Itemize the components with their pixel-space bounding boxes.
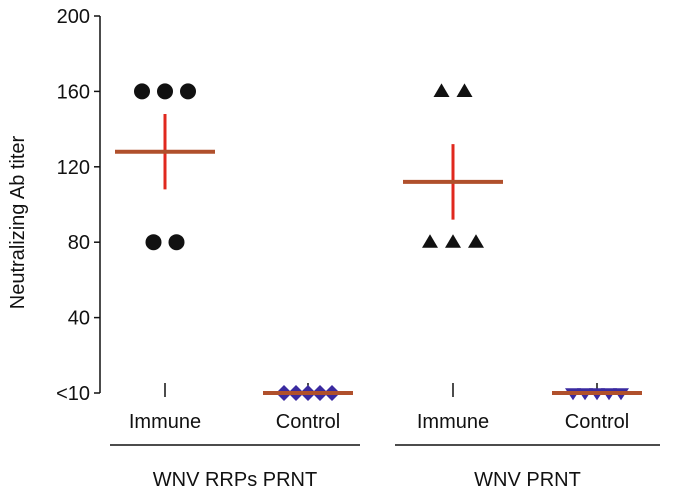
data-point (180, 83, 196, 100)
group-label: WNV PRNT (474, 469, 581, 491)
x-category-label: Control (565, 411, 629, 433)
x-category-label: Immune (417, 411, 489, 433)
data-point (168, 234, 185, 251)
y-tick-label: 80 (68, 232, 90, 254)
x-category-label: Control (276, 411, 340, 433)
y-tick-label: <10 (56, 383, 90, 405)
y-tick-label: 40 (68, 308, 90, 330)
data-point (157, 83, 173, 100)
y-tick-label: 160 (57, 81, 90, 103)
group-label: WNV RRPs PRNT (153, 469, 317, 491)
data-marks (115, 83, 642, 401)
data-point (445, 234, 461, 248)
y-tick-label: 120 (57, 157, 90, 179)
data-point (468, 234, 484, 248)
y-tick-label: 200 (57, 6, 90, 28)
data-point (422, 234, 438, 248)
data-point (456, 83, 473, 97)
data-point (134, 83, 150, 100)
labels: <10 40 80 120 160 200 Neutralizing Ab titer Imm… (7, 6, 629, 491)
data-point (433, 83, 450, 97)
data-point (145, 234, 162, 251)
axes (94, 15, 660, 446)
x-category-label: Immune (129, 411, 201, 433)
y-axis-title: Neutralizing Ab titer (7, 135, 29, 309)
